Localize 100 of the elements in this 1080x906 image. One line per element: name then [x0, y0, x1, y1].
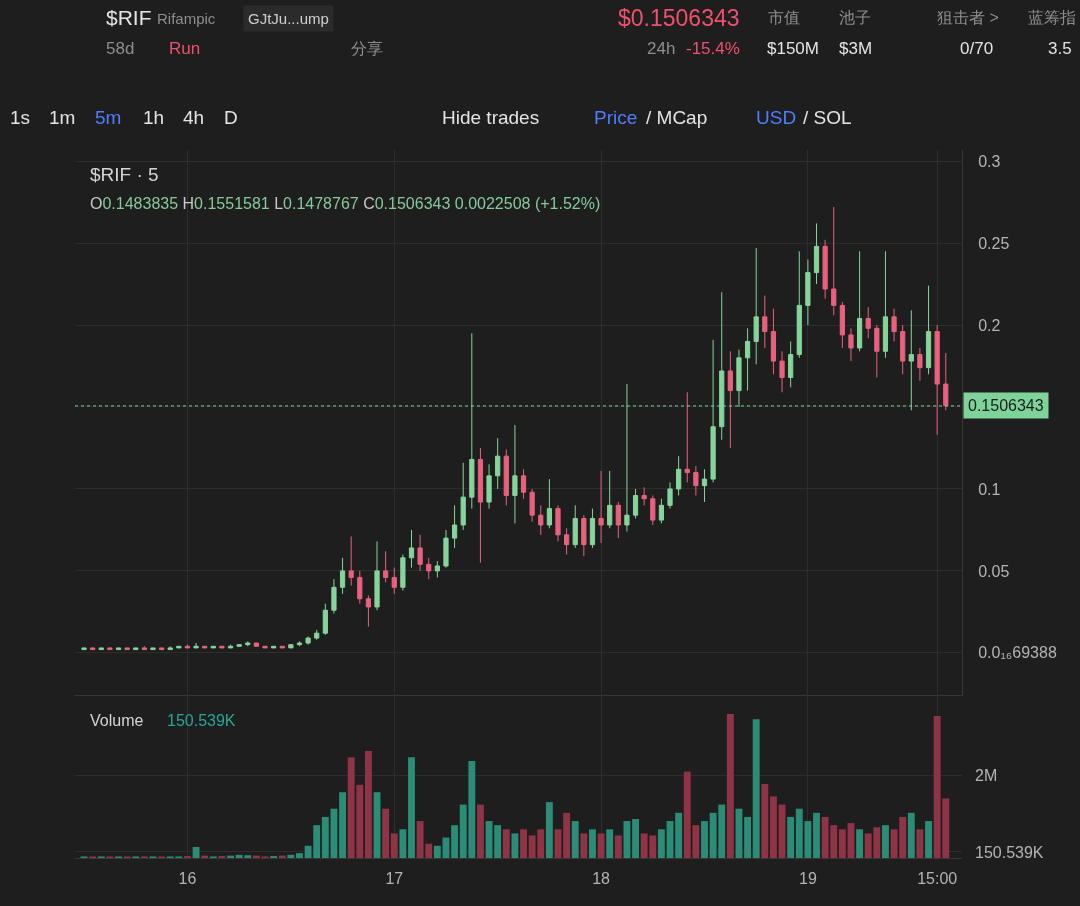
- candlestick: [331, 578, 337, 615]
- candlestick: [176, 645, 182, 649]
- candlestick: [314, 629, 320, 641]
- candlestick: [882, 250, 889, 359]
- candlestick: [641, 486, 647, 506]
- candlestick: [383, 550, 389, 583]
- x-tick-label: 15:00: [917, 870, 958, 888]
- candlestick: [589, 508, 596, 549]
- candlestick: [90, 647, 96, 651]
- candlestick: [279, 645, 285, 649]
- bar: [563, 812, 571, 859]
- candlestick: [581, 514, 587, 557]
- text: Price: [594, 107, 638, 128]
- candlestick: [245, 640, 251, 647]
- bar: [545, 802, 553, 859]
- bar: [408, 757, 415, 859]
- text: / MCap: [646, 107, 708, 128]
- candlestick: [762, 295, 768, 349]
- candlestick: [98, 647, 104, 651]
- candlestick: [357, 570, 363, 605]
- candlestick: [184, 644, 191, 649]
- candlestick: [253, 642, 259, 647]
- text: 58d: [106, 39, 135, 58]
- candlestick: [81, 647, 87, 651]
- text: D: [224, 107, 238, 128]
- bar: [520, 829, 527, 859]
- candlestick: [512, 424, 518, 524]
- bar: [192, 846, 200, 859]
- candlestick: [443, 529, 449, 569]
- bar: [140, 856, 148, 859]
- candlestick: [693, 465, 699, 496]
- bar: [589, 829, 596, 859]
- bar: [339, 792, 347, 859]
- candlestick: [477, 447, 484, 564]
- text: 4h: [183, 107, 205, 128]
- candlestick: [107, 647, 113, 651]
- text: $RIF: [106, 6, 152, 29]
- bar: [123, 856, 131, 859]
- bar: [571, 821, 579, 859]
- candlestick: [538, 504, 544, 536]
- text: $0.1506343: [618, 5, 740, 31]
- bar: [382, 808, 390, 859]
- candlestick: [865, 306, 871, 339]
- bar: [184, 856, 191, 859]
- y-tick-label: 0.2: [978, 316, 1001, 334]
- candlestick: [529, 488, 535, 523]
- candlestick: [572, 504, 578, 549]
- candlestick: [503, 449, 509, 506]
- text: Hide trades: [442, 107, 540, 128]
- bar: [726, 713, 734, 859]
- bar: [752, 719, 760, 859]
- candlestick: [150, 647, 156, 651]
- candlestick: [408, 529, 415, 569]
- text: O0.1483835 H0.1551581 L0.1478767 C0.1506343 0.0022508 (+1.52%): [90, 195, 601, 212]
- bar: [80, 856, 88, 859]
- candlestick: [339, 557, 346, 595]
- text: 24h: [647, 39, 676, 58]
- candlestick: [848, 327, 854, 362]
- candlestick: [564, 527, 570, 556]
- candlestick: [417, 534, 423, 572]
- bar: [813, 812, 820, 859]
- text: 3.5: [1048, 39, 1072, 58]
- candlestick: [495, 437, 501, 490]
- bar: [261, 856, 269, 859]
- candlestick: [796, 250, 802, 359]
- candlestick: [219, 645, 225, 649]
- candlestick: [934, 324, 940, 436]
- bar: [623, 821, 631, 859]
- candlestick: [667, 481, 673, 510]
- candlestick: [701, 468, 708, 503]
- candlestick: [202, 645, 208, 649]
- candlestick: [779, 350, 785, 393]
- text: Rifampic: [157, 10, 216, 27]
- candlestick: [133, 647, 139, 651]
- candlestick: [925, 285, 932, 375]
- candlestick: [451, 504, 458, 549]
- bar: [132, 856, 140, 859]
- candlestick: [305, 635, 311, 646]
- candlestick: [917, 347, 923, 382]
- candlestick: [856, 250, 863, 352]
- bar: [907, 812, 915, 859]
- candlestick: [374, 540, 380, 611]
- candlestick: [831, 206, 837, 316]
- candlestick: [124, 647, 130, 651]
- candlestick: [365, 594, 372, 628]
- candlestick: [210, 645, 216, 649]
- text: 1m: [49, 107, 76, 128]
- candlestick: [288, 644, 294, 649]
- candlestick: [632, 488, 639, 519]
- bar: [925, 821, 932, 859]
- candlestick: [115, 647, 122, 651]
- y-tick-label: 0.05: [978, 562, 1010, 580]
- bar: [209, 856, 217, 859]
- candlestick: [607, 470, 613, 529]
- candlestick: [770, 308, 777, 375]
- x-tick-label: 19: [799, 870, 817, 888]
- text: USD: [756, 107, 797, 128]
- x-tick-label: 17: [385, 870, 404, 888]
- x-tick-label: 16: [178, 870, 197, 888]
- bar: [511, 833, 519, 859]
